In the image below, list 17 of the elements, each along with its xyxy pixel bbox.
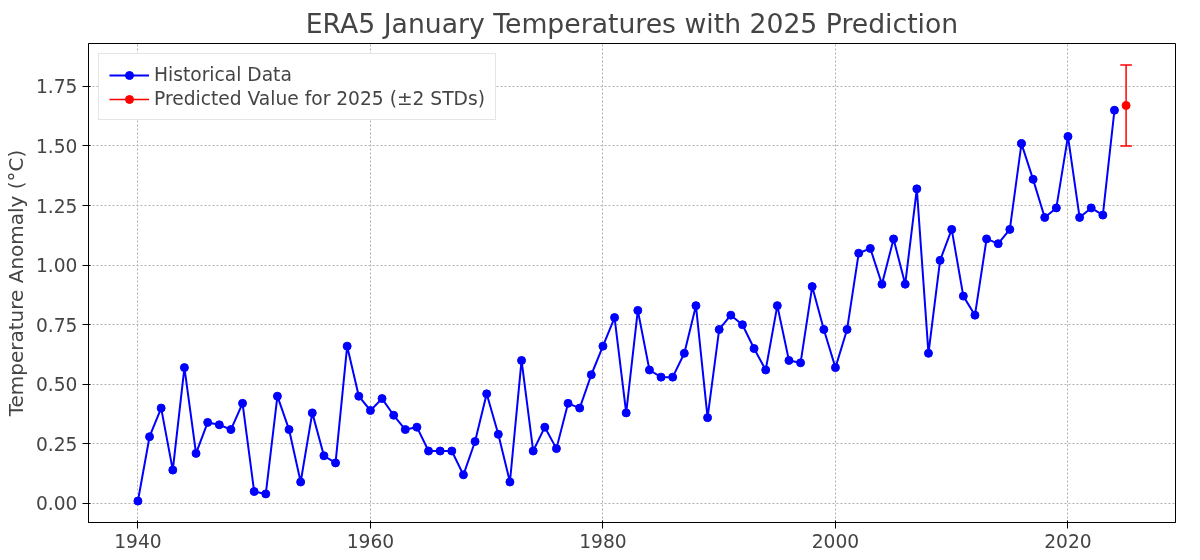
chart-title: ERA5 January Temperatures with 2025 Prediction (305, 7, 959, 39)
y-tick-label: 1.50 (35, 135, 78, 157)
y-tick-label: 1.75 (35, 76, 78, 98)
y-tick-label: 0.00 (35, 493, 78, 515)
legend-label: Predicted Value for 2025 (±2 STDs) (154, 88, 485, 109)
x-tick-label: 1960 (346, 530, 395, 552)
y-tick-label: 1.25 (35, 195, 78, 217)
y-tick-label: 0.75 (35, 314, 78, 336)
legend-label: Historical Data (154, 64, 292, 85)
y-tick-label: 0.50 (35, 374, 78, 396)
y-tick-label: 1.00 (35, 255, 78, 277)
y-axis-title: Temperature Anomaly (°C) (3, 149, 28, 418)
x-tick-label: 1940 (114, 530, 162, 552)
y-tick-label: 0.25 (35, 433, 78, 455)
x-tick-label: 2020 (1044, 530, 1092, 552)
x-tick-label: 1980 (579, 530, 627, 552)
x-tick-label: 2000 (811, 530, 860, 552)
